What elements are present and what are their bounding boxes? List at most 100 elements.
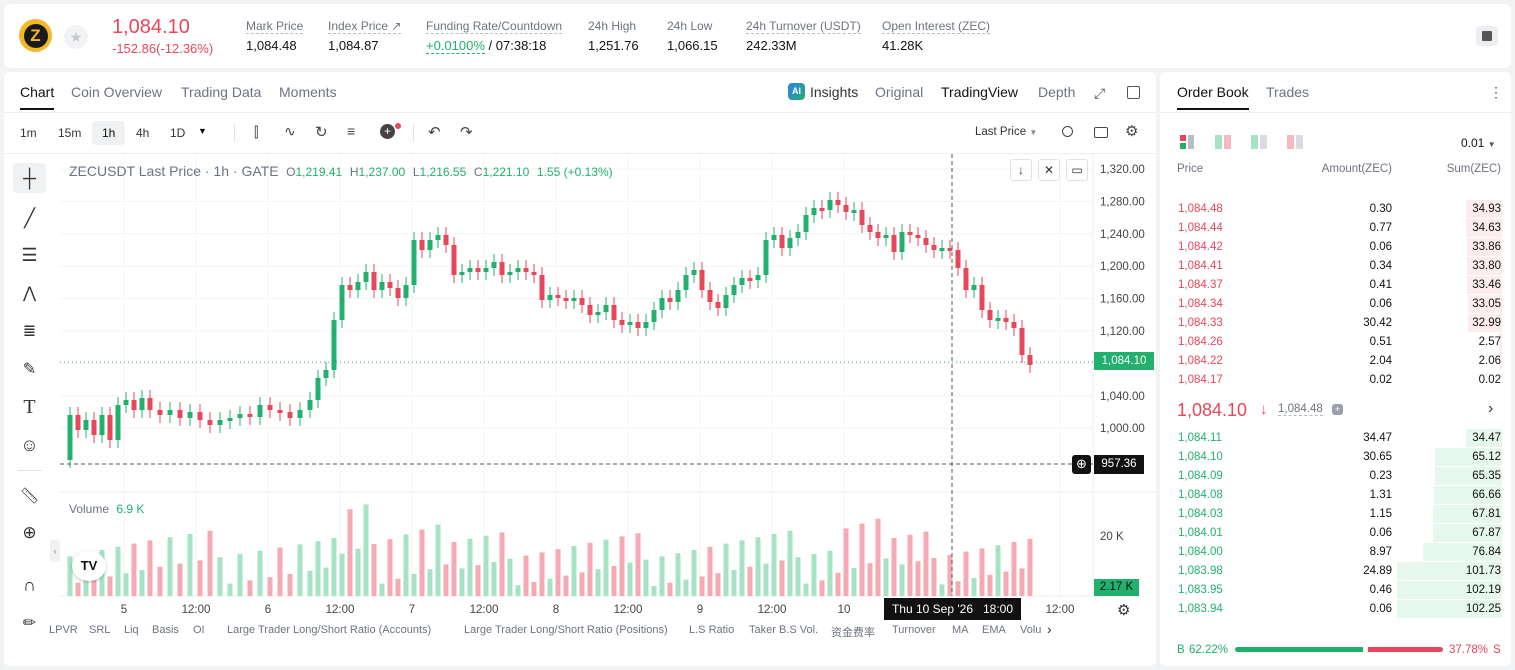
bid-row[interactable]: 1,084.09 0.23 65.35 [1170, 467, 1502, 486]
crosshair-price-tag: 957.36 [1094, 455, 1144, 474]
tab-insights[interactable]: Insights [810, 84, 859, 100]
add-indicator-icon[interactable]: + [380, 124, 395, 139]
low-24h-value: 1,066.15 [667, 38, 718, 53]
indicator-2[interactable]: Liq [124, 624, 139, 636]
view-split-icon[interactable] [1215, 135, 1231, 149]
expand-icon[interactable]: ⤢ [1094, 85, 1106, 101]
bid-row[interactable]: 1,084.08 1.31 66.66 [1170, 486, 1502, 505]
time-settings-icon[interactable]: ⚙ [1117, 602, 1131, 619]
timeframe-15m[interactable]: 15m [58, 126, 82, 140]
window-icon[interactable] [1127, 86, 1140, 99]
bid-row[interactable]: 1,084.03 1.15 67.81 [1170, 505, 1502, 524]
index-price-label[interactable]: Index Price ↗ [328, 19, 402, 34]
ask-row[interactable]: 1,084.41 0.34 33.80 [1170, 257, 1502, 276]
tab-tradingview[interactable]: TradingView [941, 84, 1019, 100]
chevron-right-icon[interactable]: › [1488, 400, 1494, 417]
fib-tool-icon[interactable]: ≣ [22, 323, 37, 340]
gear-icon[interactable]: ⚙ [1125, 123, 1139, 140]
redo-icon[interactable]: ↷ [460, 124, 473, 141]
ask-row[interactable]: 1,084.34 0.06 33.05 [1170, 295, 1502, 314]
crosshair-tool[interactable]: ┼ [13, 163, 46, 193]
pattern-tool-icon[interactable]: ⋀ [22, 285, 37, 302]
row-amount: 1.15 [1369, 508, 1392, 520]
indicator-7[interactable]: L.S Ratio [689, 624, 735, 636]
collapse-toolbar-icon[interactable]: ‹ [50, 540, 60, 562]
scroll-right-icon[interactable]: › [1047, 621, 1052, 637]
download-icon[interactable]: ↓ [1010, 159, 1032, 181]
ask-row[interactable]: 1,084.37 0.41 33.46 [1170, 276, 1502, 295]
view-asks-icon[interactable] [1287, 135, 1303, 149]
timeframe-1d[interactable]: 1D [170, 126, 186, 140]
legend-high-label: H [349, 165, 359, 179]
ask-row[interactable]: 1,084.48 0.30 34.93 [1170, 200, 1502, 219]
view-both-icon[interactable] [1180, 135, 1194, 149]
indicator-5[interactable]: Large Trader Long/Short Ratio (Accounts) [227, 624, 432, 636]
ask-row[interactable]: 1,084.26 0.51 2.57 [1170, 333, 1502, 352]
indicator-13[interactable]: Volu [1020, 624, 1042, 636]
brush-tool-icon[interactable]: ✎ [22, 361, 37, 378]
indicator-3[interactable]: Basis [152, 624, 179, 636]
timeframe-1h[interactable]: 1h [102, 126, 116, 140]
ask-row[interactable]: 1,084.44 0.77 34.63 [1170, 219, 1502, 238]
bid-row[interactable]: 1,083.95 0.46 102.19 [1170, 581, 1502, 600]
ask-row[interactable]: 1,084.22 2.04 2.06 [1170, 352, 1502, 371]
indicators-icon[interactable]: ∿ [284, 123, 296, 139]
horizontal-lines-icon[interactable]: ☰ [21, 244, 38, 265]
close-icon[interactable]: ✕ [1038, 159, 1060, 181]
zoom-in-icon[interactable]: ⊕ [22, 523, 37, 542]
indicator-12[interactable]: EMA [982, 624, 1006, 636]
ruler-tool-icon[interactable]: 📏︎ [19, 488, 40, 505]
price-source-select[interactable]: Last Price ▼ [975, 126, 1037, 138]
indicator-9[interactable]: 资金费率 [831, 627, 875, 639]
crosshair-add-icon[interactable]: ⊕ [1072, 455, 1091, 474]
tab-order-book[interactable]: Order Book [1177, 84, 1249, 110]
bid-row[interactable]: 1,084.11 34.47 34.47 [1170, 429, 1502, 448]
bid-row[interactable]: 1,084.10 30.65 65.12 [1170, 448, 1502, 467]
replay-icon[interactable]: ↻ [315, 124, 328, 141]
precision-select[interactable]: 0.01 ▼ [1461, 136, 1496, 150]
ask-row[interactable]: 1,084.17 0.02 0.02 [1170, 371, 1502, 390]
indicator-6[interactable]: Large Trader Long/Short Ratio (Positions… [464, 624, 668, 636]
timeframe-4h[interactable]: 4h [136, 126, 150, 140]
col-amount: Amount(ZEC) [1321, 163, 1392, 175]
ask-row[interactable]: 1,084.42 0.06 33.86 [1170, 238, 1502, 257]
indicator-4[interactable]: OI [193, 624, 205, 636]
book-icon[interactable] [1476, 26, 1498, 46]
fit-icon[interactable]: ▭ [1066, 159, 1088, 181]
price-chart[interactable]: 1,320.00 1,280.00 1,240.00 1,200.00 1,160.00… [0, 0, 1156, 620]
tab-trades[interactable]: Trades [1266, 84, 1310, 100]
text-tool-icon[interactable]: T [23, 395, 36, 418]
templates-icon[interactable]: ≡ [347, 123, 356, 139]
tab-moments[interactable]: Moments [279, 84, 337, 100]
bid-row[interactable]: 1,084.00 8.97 76.84 [1170, 543, 1502, 562]
candle-type-icon[interactable]: ⫿ [254, 124, 259, 140]
ask-row[interactable]: 1,084.33 30.42 32.99 [1170, 314, 1502, 333]
timeframe-1m[interactable]: 1m [20, 126, 37, 140]
indicator-0[interactable]: LPVR [49, 624, 78, 636]
tab-trading-data[interactable]: Trading Data [181, 84, 262, 100]
notification-dot [395, 123, 401, 129]
indicator-1[interactable]: SRL [89, 624, 111, 636]
chevron-down-icon[interactable]: ▼ [198, 126, 207, 136]
indicator-10[interactable]: Turnover [892, 624, 936, 636]
indicator-11[interactable]: MA [952, 624, 969, 636]
tab-coin-overview[interactable]: Coin Overview [71, 84, 163, 100]
magnet-icon[interactable]: ∩ [23, 574, 36, 595]
search-icon[interactable] [1062, 126, 1073, 137]
bid-row[interactable]: 1,084.01 0.06 67.87 [1170, 524, 1502, 543]
bid-row[interactable]: 1,083.98 24.89 101.73 [1170, 562, 1502, 581]
bid-row[interactable]: 1,083.94 0.06 102.25 [1170, 600, 1502, 619]
indicator-8[interactable]: Taker B.S Vol. [749, 624, 819, 636]
undo-icon[interactable]: ↶ [428, 124, 441, 141]
trendline-tool-icon[interactable]: ╱ [24, 207, 35, 228]
tab-original[interactable]: Original [875, 84, 924, 100]
favorite-star-icon[interactable]: ★ [64, 25, 88, 49]
emoji-tool-icon[interactable]: ☺ [20, 434, 39, 455]
camera-icon[interactable] [1094, 127, 1108, 138]
pencil-lock-icon[interactable]: ✏︎ [22, 615, 37, 632]
tab-depth[interactable]: Depth [1038, 84, 1076, 100]
view-bids-icon[interactable] [1251, 135, 1267, 149]
mark-price-value: 1,084.48 [246, 38, 297, 53]
more-options-icon[interactable]: ⋮ [1489, 84, 1503, 100]
tab-chart[interactable]: Chart [20, 84, 55, 110]
